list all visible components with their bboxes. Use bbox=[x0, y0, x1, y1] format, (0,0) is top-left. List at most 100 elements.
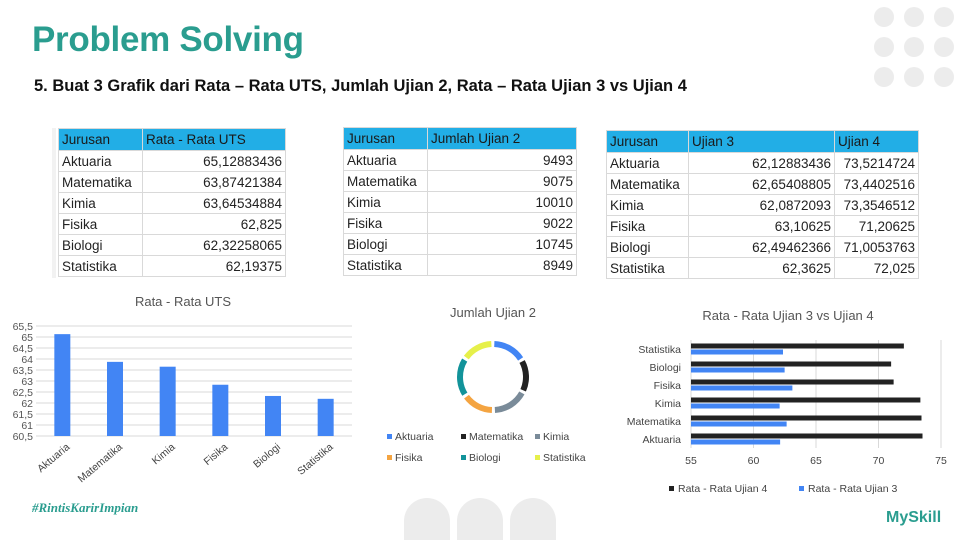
table-cell-jurusan: Fisika bbox=[58, 213, 143, 235]
table-header: Jurusan bbox=[343, 127, 428, 150]
table-cell-value: 10745 bbox=[427, 233, 577, 255]
bar-ujian-3 bbox=[691, 367, 785, 373]
decorative-tab bbox=[457, 498, 503, 540]
table-cell-jurusan: Fisika bbox=[606, 215, 689, 237]
legend-swatch bbox=[461, 434, 466, 439]
table-row: Matematika 9075 bbox=[343, 170, 577, 192]
table-cell-value: 62,65408805 bbox=[688, 173, 835, 195]
table-uts-edge bbox=[52, 128, 56, 278]
bar bbox=[159, 366, 176, 436]
chart-rata-rata-uts: Rata - Rata UTS60,56161,56262,56363,5646… bbox=[13, 294, 352, 485]
table-header: Rata - Rata UTS bbox=[142, 128, 286, 151]
table-cell-value: 10010 bbox=[427, 191, 577, 213]
donut-slice bbox=[519, 360, 529, 392]
legend-label: Aktuaria bbox=[395, 431, 434, 443]
table-cell-jurusan: Kimia bbox=[58, 192, 143, 214]
table-header: Jurusan bbox=[58, 128, 143, 151]
table-row: Aktuaria 9493 bbox=[343, 149, 577, 171]
donut-slice bbox=[457, 358, 468, 396]
donut-slice bbox=[494, 391, 525, 413]
table-jumlah-ujian-2: Jurusan Jumlah Ujian 2 Aktuaria 9493 Matem… bbox=[343, 127, 577, 276]
table-cell-value: 9493 bbox=[427, 149, 577, 171]
bar-ujian-3 bbox=[691, 349, 783, 355]
bar bbox=[54, 334, 71, 436]
legend-swatch bbox=[461, 455, 466, 460]
donut-slice bbox=[463, 341, 492, 360]
y-tick-label: Statistika bbox=[638, 344, 681, 356]
table-cell-value: 8949 bbox=[427, 254, 577, 276]
y-tick-label: Aktuaria bbox=[642, 434, 681, 446]
myskill-logo: MySkill bbox=[886, 509, 942, 526]
table-rata-rata-uts: Jurusan Rata - Rata UTS Aktuaria 65,12883… bbox=[58, 128, 286, 277]
bar-ujian-4 bbox=[691, 343, 904, 349]
x-tick-label: Kimia bbox=[150, 441, 178, 467]
table-cell-jurusan: Matematika bbox=[58, 171, 143, 193]
y-tick-label: Fisika bbox=[654, 380, 682, 392]
bar bbox=[317, 398, 334, 436]
legend-swatch bbox=[535, 434, 540, 439]
table-cell-jurusan: Fisika bbox=[343, 212, 428, 234]
y-tick-label: 61,5 bbox=[13, 409, 34, 421]
legend-swatch bbox=[387, 434, 392, 439]
x-tick-label: 65 bbox=[810, 455, 822, 467]
slide-title: Problem Solving bbox=[32, 20, 304, 59]
x-tick-label: 60 bbox=[748, 455, 760, 467]
tagline: #RintisKarirImpian bbox=[32, 500, 139, 515]
x-tick-label: Matematika bbox=[76, 441, 125, 485]
table-row: Kimia 62,0872093 73,3546512 bbox=[606, 194, 919, 216]
x-tick-label: Biologi bbox=[251, 441, 283, 470]
table-cell-value: 9075 bbox=[427, 170, 577, 192]
table-cell-value: 73,4402516 bbox=[834, 173, 919, 195]
table-header: Jurusan bbox=[606, 130, 689, 153]
y-tick-label: 61 bbox=[21, 420, 33, 432]
bar-ujian-3 bbox=[691, 421, 787, 427]
y-tick-label: 64,5 bbox=[13, 343, 34, 355]
bar bbox=[212, 384, 229, 436]
table-ujian-3-vs-4: Jurusan Ujian 3 Ujian 4 Aktuaria 62,12883… bbox=[606, 130, 919, 279]
legend-swatch bbox=[799, 486, 804, 491]
x-tick-label: Fisika bbox=[202, 441, 231, 468]
table-row: Kimia 63,64534884 bbox=[58, 192, 286, 214]
bar bbox=[107, 361, 123, 436]
table-header: Ujian 3 bbox=[688, 130, 835, 153]
x-tick-label: Aktuaria bbox=[35, 441, 72, 475]
table-row: Matematika 63,87421384 bbox=[58, 171, 286, 193]
legend-label: Biologi bbox=[469, 452, 501, 464]
legend-label: Rata - Rata Ujian 4 bbox=[678, 483, 767, 495]
table-header: Jumlah Ujian 2 bbox=[427, 127, 577, 150]
table-cell-jurusan: Biologi bbox=[343, 233, 428, 255]
chart-ujian-3-vs-4: Rata - Rata Ujian 3 vs Ujian 4 55 60 65 70 75… bbox=[627, 308, 947, 495]
table-row: Fisika 9022 bbox=[343, 212, 577, 234]
table-row: Statistika 62,3625 72,025 bbox=[606, 257, 919, 279]
decorative-tab bbox=[404, 498, 450, 540]
legend-label: Matematika bbox=[469, 431, 523, 443]
table-cell-jurusan: Kimia bbox=[343, 191, 428, 213]
y-tick-label: 64 bbox=[21, 354, 33, 366]
table-cell-jurusan: Matematika bbox=[606, 173, 689, 195]
y-tick-label: 62 bbox=[21, 398, 33, 410]
table-cell-value: 65,12883436 bbox=[142, 150, 286, 172]
table-cell-value: 62,12883436 bbox=[688, 152, 835, 174]
y-tick-label: 65 bbox=[21, 332, 33, 344]
donut-slice bbox=[464, 394, 493, 413]
bar-ujian-3 bbox=[691, 403, 780, 409]
table-cell-jurusan: Statistika bbox=[606, 257, 689, 279]
y-tick-label: Kimia bbox=[655, 398, 681, 410]
y-tick-label: Matematika bbox=[627, 416, 681, 428]
legend-label: Statistika bbox=[543, 452, 586, 464]
table-header: Ujian 4 bbox=[834, 130, 919, 153]
x-tick-label: Statistika bbox=[295, 441, 335, 478]
bar-ujian-4 bbox=[691, 379, 894, 385]
bar-ujian-4 bbox=[691, 433, 923, 439]
table-cell-value: 73,3546512 bbox=[834, 194, 919, 216]
table-cell-value: 62,0872093 bbox=[688, 194, 835, 216]
chart-title: Rata - Rata UTS bbox=[135, 294, 231, 309]
chart-jumlah-ujian-2: Jumlah Ujian 2 Aktuaria Matematika Kimia Fis… bbox=[387, 305, 586, 464]
table-row: Fisika 62,825 bbox=[58, 213, 286, 235]
chart-title: Jumlah Ujian 2 bbox=[450, 305, 536, 320]
legend-swatch bbox=[387, 455, 392, 460]
y-tick-label: 63 bbox=[21, 376, 33, 388]
table-cell-jurusan: Kimia bbox=[606, 194, 689, 216]
table-row: Biologi 10745 bbox=[343, 233, 577, 255]
table-cell-jurusan: Matematika bbox=[343, 170, 428, 192]
